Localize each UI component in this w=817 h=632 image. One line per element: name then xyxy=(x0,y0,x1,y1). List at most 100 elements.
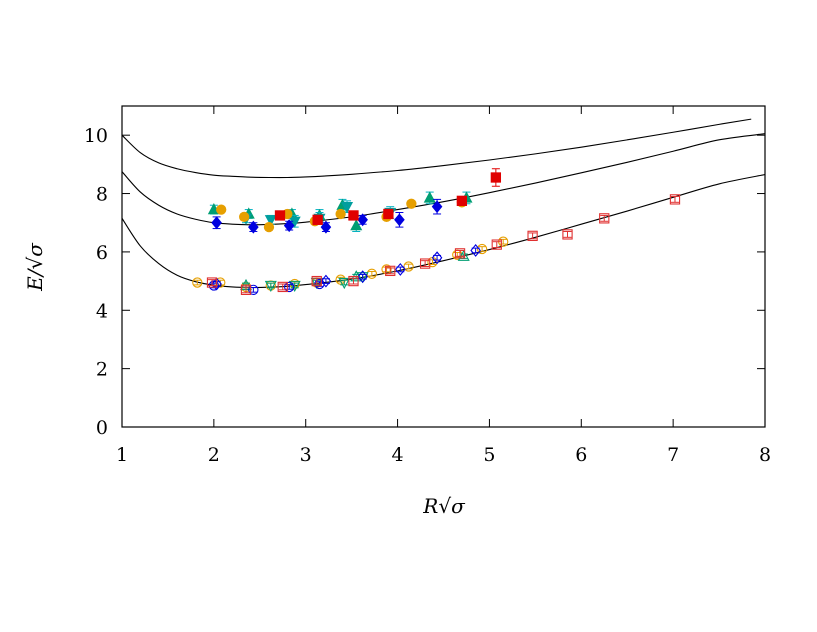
marker-square xyxy=(274,210,286,221)
marker-square xyxy=(348,275,359,287)
marker-square xyxy=(454,248,466,259)
fit-curve xyxy=(122,118,752,179)
marker-triangle-up xyxy=(457,249,470,261)
data-point xyxy=(491,239,502,250)
marker-square xyxy=(312,214,323,225)
series-diamond-open xyxy=(211,243,481,291)
marker-triangle-up xyxy=(350,219,363,231)
marker-diamond xyxy=(431,200,443,214)
marker-diamond xyxy=(470,243,481,257)
marker-square xyxy=(385,265,396,277)
marker-circle xyxy=(335,274,346,285)
marker-triangle-up xyxy=(423,191,436,203)
marker-square xyxy=(311,275,322,287)
data-point xyxy=(357,270,368,284)
marker-circle xyxy=(263,221,275,233)
y-tick-label: 4 xyxy=(96,300,108,322)
marker-circle xyxy=(289,278,300,290)
marker-diamond xyxy=(431,251,443,265)
marker-square xyxy=(348,210,359,221)
marker-triangle-down xyxy=(288,280,301,293)
marker-circle xyxy=(406,198,417,209)
series-diamond-filled xyxy=(211,198,443,234)
data-point xyxy=(406,198,417,209)
axis-ticks: 1 2 3 4 5 6 7 8 0 2 4 6 8 10 xyxy=(84,106,771,466)
data-point xyxy=(350,219,363,232)
marker-triangle-down xyxy=(264,215,277,227)
marker-square xyxy=(527,230,538,242)
data-point xyxy=(431,198,443,215)
data-point xyxy=(248,220,259,234)
data-point xyxy=(385,265,396,277)
marker-triangle-down xyxy=(264,280,277,293)
data-point xyxy=(403,261,414,272)
data-point xyxy=(423,191,436,205)
fit-curve xyxy=(122,174,765,289)
marker-circle xyxy=(216,204,227,215)
marker-diamond xyxy=(320,220,332,234)
data-point xyxy=(490,168,502,187)
series-square-open xyxy=(206,194,681,295)
data-point xyxy=(335,208,346,220)
data-point xyxy=(395,262,406,276)
data-point xyxy=(562,229,573,240)
data-point xyxy=(454,248,466,259)
data-point xyxy=(394,212,405,228)
x-tick-label: 2 xyxy=(208,444,220,466)
marker-triangle-down xyxy=(356,272,369,284)
x-tick-label: 5 xyxy=(483,444,495,466)
marker-square xyxy=(383,208,394,220)
data-point xyxy=(470,243,481,257)
marker-square xyxy=(669,194,681,205)
data-point xyxy=(348,275,359,287)
data-point xyxy=(366,268,378,279)
data-point xyxy=(320,274,332,288)
data-point xyxy=(288,280,301,293)
marker-circle xyxy=(248,284,259,295)
marker-diamond xyxy=(357,213,368,227)
x-tick-label: 8 xyxy=(759,444,771,466)
y-tick-label: 6 xyxy=(96,242,108,264)
marker-circle xyxy=(192,277,203,288)
marker-triangle-down xyxy=(288,216,301,228)
marker-circle xyxy=(403,261,414,272)
marker-square xyxy=(562,229,573,240)
marker-triangle-down xyxy=(341,202,354,214)
marker-diamond xyxy=(283,219,295,233)
data-point xyxy=(264,280,277,293)
data-point xyxy=(239,211,250,223)
marker-square xyxy=(490,172,502,183)
x-tick-label: 4 xyxy=(392,444,404,466)
y-axis-label: E/√σ xyxy=(23,242,47,292)
data-point xyxy=(669,194,681,205)
y-tick-label: 8 xyxy=(96,184,108,206)
marker-diamond xyxy=(395,262,406,276)
data-point xyxy=(277,281,288,293)
marker-square xyxy=(419,258,431,269)
data-point xyxy=(456,195,468,206)
marker-square xyxy=(206,277,218,288)
data-point xyxy=(348,210,359,221)
marker-square xyxy=(456,195,468,206)
x-axis-label: R√σ xyxy=(422,494,466,518)
data-point xyxy=(284,281,295,293)
marker-diamond xyxy=(357,270,368,284)
data-points xyxy=(192,168,681,295)
marker-square xyxy=(491,239,502,250)
marker-square xyxy=(599,213,610,224)
fit-curve xyxy=(122,133,765,226)
data-point xyxy=(283,219,295,233)
marker-triangle-down xyxy=(338,277,351,290)
data-point xyxy=(263,221,275,233)
x-tick-label: 6 xyxy=(575,444,587,466)
y-tick-label: 0 xyxy=(96,417,108,439)
data-point xyxy=(240,284,252,295)
data-point xyxy=(312,214,323,225)
marker-circle xyxy=(335,208,346,220)
marker-circle xyxy=(476,243,488,255)
data-point xyxy=(192,277,203,288)
data-point xyxy=(216,204,227,215)
data-point xyxy=(320,220,332,234)
marker-circle xyxy=(215,277,226,288)
